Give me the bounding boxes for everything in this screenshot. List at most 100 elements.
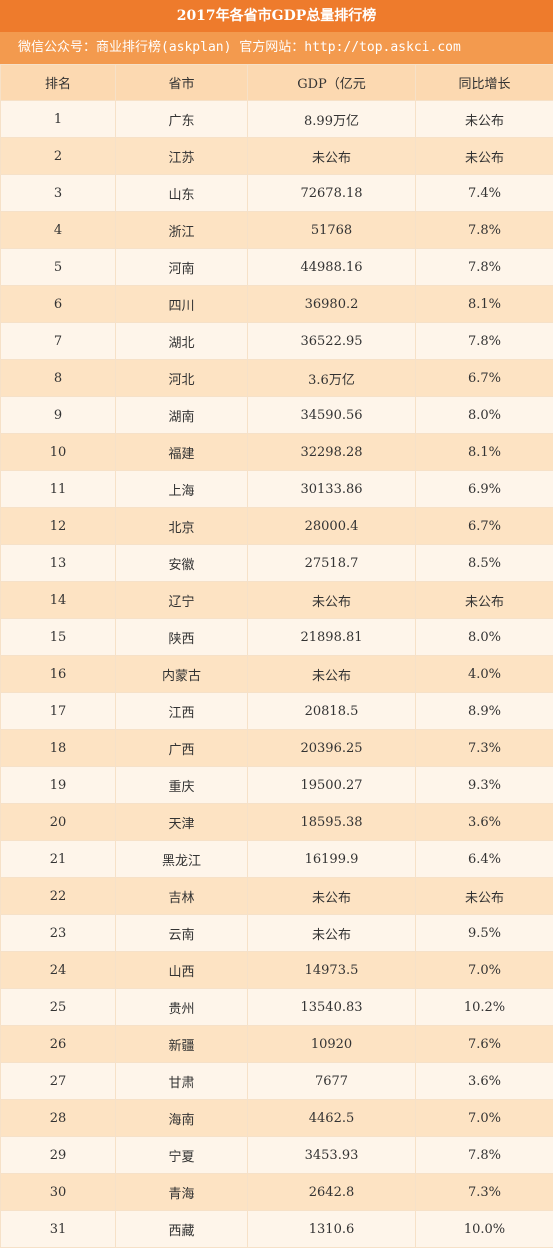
table-cell: 72678.18 — [247, 174, 416, 212]
table-cell: 7.0% — [415, 1099, 553, 1137]
table-cell: 26 — [0, 1025, 116, 1063]
table-cell: 江苏 — [115, 137, 248, 175]
table-cell: 7.8% — [415, 248, 553, 286]
table-cell: 18 — [0, 729, 116, 767]
table-cell: 湖南 — [115, 396, 248, 434]
table-cell: 6.9% — [415, 470, 553, 508]
table-row: 23 云南 未公布 9.5% — [0, 914, 553, 952]
table-cell: 广西 — [115, 729, 248, 767]
table-cell: 15 — [0, 618, 116, 656]
table-cell: 30133.86 — [247, 470, 416, 508]
table-cell: 3.6万亿 — [247, 359, 416, 397]
table-cell: 14973.5 — [247, 951, 416, 989]
table-row: 7 湖北 36522.95 7.8% — [0, 322, 553, 360]
table-cell: 27518.7 — [247, 544, 416, 582]
table-cell: 5 — [0, 248, 116, 286]
table-cell: 未公布 — [415, 581, 553, 619]
table-cell: 16 — [0, 655, 116, 693]
table-cell: 8.99万亿 — [247, 100, 416, 138]
table-cell: 未公布 — [247, 914, 416, 952]
table-cell: 天津 — [115, 803, 248, 841]
table-cell: 7.8% — [415, 322, 553, 360]
table-row: 15 陕西 21898.81 8.0% — [0, 618, 553, 656]
table-cell: 未公布 — [247, 137, 416, 175]
table-cell: 20818.5 — [247, 692, 416, 730]
table-cell: 吉林 — [115, 877, 248, 915]
table-row: 13 安徽 27518.7 8.5% — [0, 544, 553, 582]
table-cell: 8 — [0, 359, 116, 397]
table-cell: 内蒙古 — [115, 655, 248, 693]
table-cell: 7.0% — [415, 951, 553, 989]
table-cell: 8.0% — [415, 396, 553, 434]
table-cell: 10920 — [247, 1025, 416, 1063]
table-cell: 20396.25 — [247, 729, 416, 767]
table-row: 19 重庆 19500.27 9.3% — [0, 766, 553, 804]
header-row: 排名 省市 GDP（亿元 同比增长 — [0, 64, 553, 101]
table-cell: 1310.6 — [247, 1210, 416, 1248]
table-cell: 陕西 — [115, 618, 248, 656]
table-cell: 辽宁 — [115, 581, 248, 619]
table-row: 27 甘肃 7677 3.6% — [0, 1062, 553, 1100]
table-cell: 18595.38 — [247, 803, 416, 841]
table-cell: 6 — [0, 285, 116, 323]
table-cell: 12 — [0, 507, 116, 545]
table-cell: 21898.81 — [247, 618, 416, 656]
title: 2017年各省市GDP总量排行榜 — [0, 0, 553, 32]
table-cell: 21 — [0, 840, 116, 878]
table-cell: 24 — [0, 951, 116, 989]
column-header: GDP（亿元 — [247, 64, 416, 101]
table-cell: 16199.9 — [247, 840, 416, 878]
table-row: 29 宁夏 3453.93 7.8% — [0, 1136, 553, 1174]
table-cell: 36980.2 — [247, 285, 416, 323]
table-cell: 福建 — [115, 433, 248, 471]
table-cell: 河北 — [115, 359, 248, 397]
table-cell: 20 — [0, 803, 116, 841]
table-cell: 8.5% — [415, 544, 553, 582]
table-cell: 未公布 — [247, 581, 416, 619]
table-cell: 17 — [0, 692, 116, 730]
table-cell: 19500.27 — [247, 766, 416, 804]
ranking-table: 排名 省市 GDP（亿元 同比增长 1 广东 8.99万亿 未公布 2 江苏 未公布 未公布 3 山东 7… — [0, 64, 553, 1248]
table-row: 8 河北 3.6万亿 6.7% — [0, 359, 553, 397]
table-cell: 4 — [0, 211, 116, 249]
table-cell: 云南 — [115, 914, 248, 952]
table-cell: 甘肃 — [115, 1062, 248, 1100]
table-cell: 海南 — [115, 1099, 248, 1137]
table-cell: 4462.5 — [247, 1099, 416, 1137]
table-cell: 8.1% — [415, 285, 553, 323]
table-cell: 32298.28 — [247, 433, 416, 471]
table-cell: 未公布 — [415, 100, 553, 138]
table-cell: 广东 — [115, 100, 248, 138]
table-body: 1 广东 8.99万亿 未公布 2 江苏 未公布 未公布 3 山东 72678.18 7.4% 4 浙江 5… — [0, 100, 553, 1248]
table-row: 28 海南 4462.5 7.0% — [0, 1099, 553, 1137]
table-cell: 浙江 — [115, 211, 248, 249]
table-cell: 14 — [0, 581, 116, 619]
table-row: 30 青海 2642.8 7.3% — [0, 1173, 553, 1211]
table-cell: 10 — [0, 433, 116, 471]
table-cell: 10.0% — [415, 1210, 553, 1248]
table-cell: 7.3% — [415, 729, 553, 767]
table-cell: 7 — [0, 322, 116, 360]
table-cell: 2642.8 — [247, 1173, 416, 1211]
table-row: 9 湖南 34590.56 8.0% — [0, 396, 553, 434]
table-row: 24 山西 14973.5 7.0% — [0, 951, 553, 989]
table-cell: 28000.4 — [247, 507, 416, 545]
subtitle: 微信公众号：商业排行榜(askplan) 官方网站：http://top.ask… — [0, 32, 553, 64]
table-cell: 7.6% — [415, 1025, 553, 1063]
table-cell: 3.6% — [415, 803, 553, 841]
table-cell: 36522.95 — [247, 322, 416, 360]
table-row: 14 辽宁 未公布 未公布 — [0, 581, 553, 619]
table-row: 26 新疆 10920 7.6% — [0, 1025, 553, 1063]
table-cell: 河南 — [115, 248, 248, 286]
table-cell: 22 — [0, 877, 116, 915]
table-row: 16 内蒙古 未公布 4.0% — [0, 655, 553, 693]
table-cell: 3453.93 — [247, 1136, 416, 1174]
table-cell: 安徽 — [115, 544, 248, 582]
table-cell: 未公布 — [415, 877, 553, 915]
table-cell: 30 — [0, 1173, 116, 1211]
table-cell: 1 — [0, 100, 116, 138]
table-cell: 6.7% — [415, 359, 553, 397]
table-cell: 重庆 — [115, 766, 248, 804]
table-cell: 青海 — [115, 1173, 248, 1211]
